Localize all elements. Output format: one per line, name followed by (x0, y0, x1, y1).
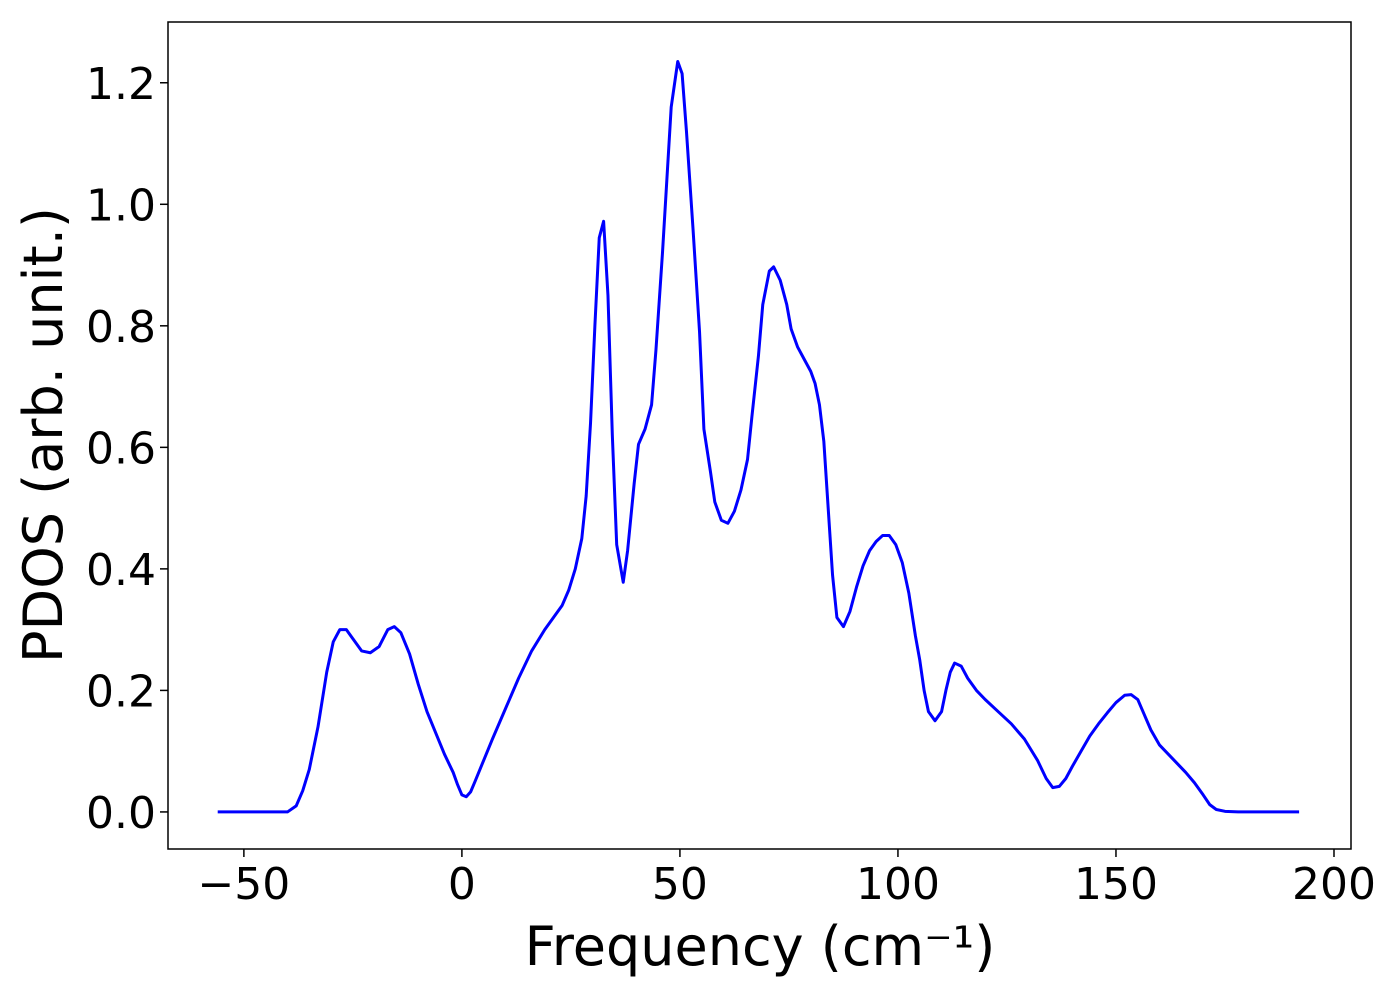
y-tick-label: 0.2 (86, 666, 156, 717)
x-tick-label: 200 (1292, 859, 1376, 910)
y-tick-label: 0.4 (86, 545, 156, 596)
x-tick-label: −50 (197, 859, 290, 910)
x-tick-label: 0 (448, 859, 476, 910)
data-line (217, 60, 1300, 814)
y-tick-label: 1.2 (86, 59, 156, 110)
x-tick-label: 50 (652, 859, 708, 910)
x-tick-label: 150 (1074, 859, 1158, 910)
plot-frame (167, 21, 1352, 850)
y-tick-label: 0.6 (86, 423, 156, 474)
y-tick-label: 1.0 (86, 180, 156, 231)
x-axis-label: Frequency (cm⁻¹) (525, 915, 996, 978)
y-tick-label: 0.0 (86, 788, 156, 839)
y-tick-label: 0.8 (86, 302, 156, 353)
y-axis-label: PDOS (arb. unit.) (12, 207, 75, 663)
x-tick-label: 100 (856, 859, 940, 910)
